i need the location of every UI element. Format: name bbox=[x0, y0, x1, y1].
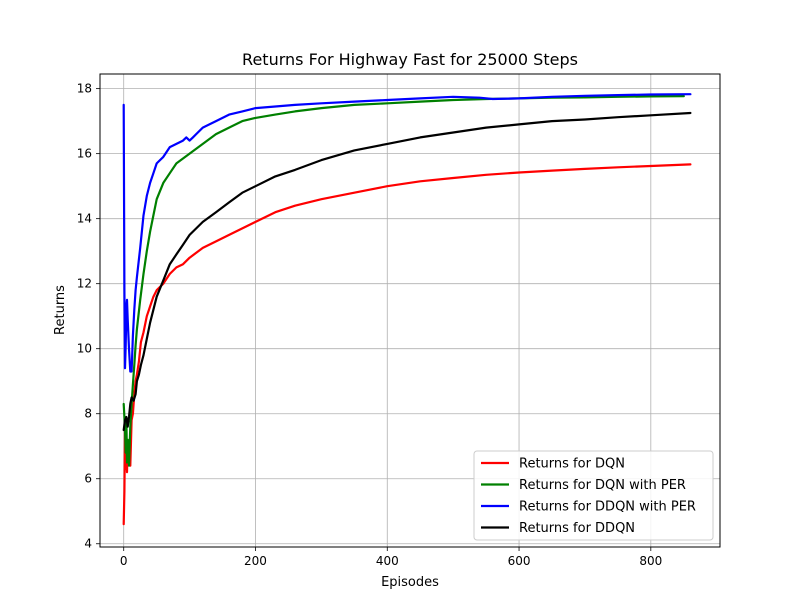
grid bbox=[100, 74, 720, 547]
y-tick-label: 8 bbox=[84, 407, 92, 421]
y-tick-label: 6 bbox=[84, 472, 92, 486]
series-line-4 bbox=[122, 111, 692, 432]
series-line-3 bbox=[122, 93, 692, 373]
plot-frame bbox=[99, 73, 721, 548]
series-lines bbox=[122, 93, 692, 526]
y-axis-label: Returns bbox=[53, 285, 68, 335]
legend-label: Returns for DDQN bbox=[519, 521, 635, 536]
chart-title: Returns For Highway Fast for 25000 Steps bbox=[242, 50, 578, 69]
series-line-2 bbox=[122, 94, 685, 467]
x-tick-label: 200 bbox=[244, 554, 267, 568]
y-tick-label: 18 bbox=[77, 82, 92, 96]
legend-box bbox=[473, 450, 714, 541]
x-tick-label: 0 bbox=[120, 554, 128, 568]
x-tick-label: 600 bbox=[508, 554, 531, 568]
axis-ticks: 0 200 400 600 800 4 6 8 10 12 14 16 18 bbox=[77, 82, 663, 568]
y-tick-label: 12 bbox=[77, 277, 92, 291]
x-axis-label: Episodes bbox=[381, 575, 439, 590]
legend-label: Returns for DQN with PER bbox=[519, 478, 686, 493]
x-tick-label: 800 bbox=[639, 554, 662, 568]
legend-label: Returns for DDQN with PER bbox=[519, 500, 696, 515]
y-tick-label: 16 bbox=[77, 147, 92, 161]
legend: Returns for DQN Returns for DQN with PER R… bbox=[473, 450, 714, 541]
y-tick-label: 10 bbox=[77, 342, 92, 356]
y-tick-label: 4 bbox=[84, 537, 92, 551]
x-tick-label: 400 bbox=[376, 554, 399, 568]
y-tick-label: 14 bbox=[77, 212, 92, 226]
legend-label: Returns for DQN bbox=[519, 457, 625, 472]
